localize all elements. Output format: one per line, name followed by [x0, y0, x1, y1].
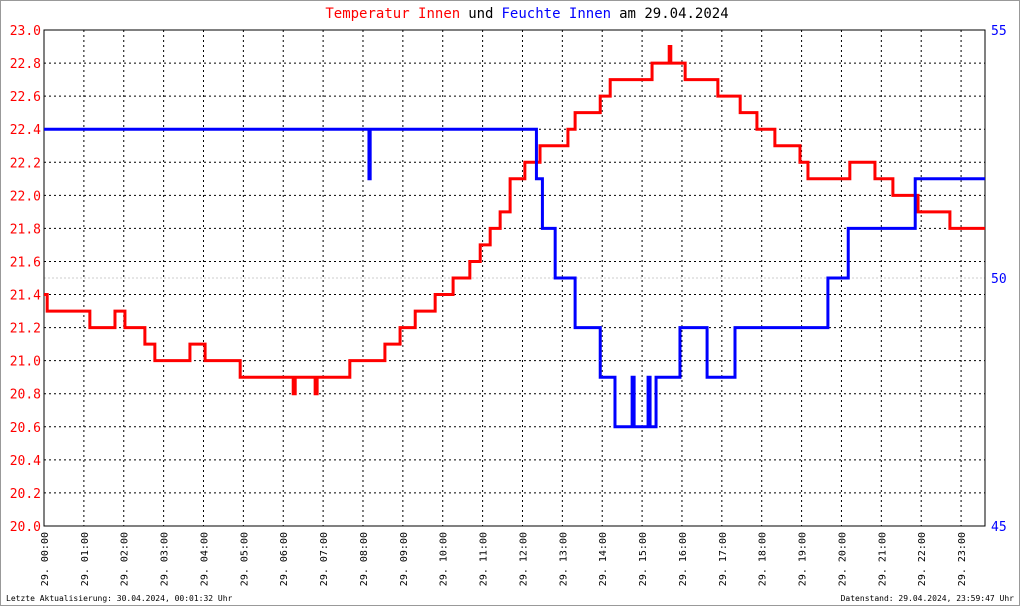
- y-tick-label: 23.0: [10, 24, 41, 39]
- x-tick-label: 29. 00:00: [40, 532, 51, 586]
- y-tick-label: 22.8: [10, 57, 41, 72]
- y2-tick-label: 50: [991, 272, 1007, 287]
- y-tick-label: 20.4: [10, 454, 41, 469]
- y-tick-label: 21.6: [10, 255, 41, 270]
- x-tick-label: 29. 20:00: [837, 532, 848, 586]
- y-tick-label: 20.8: [10, 388, 41, 403]
- y-tick-label: 21.8: [10, 222, 41, 237]
- x-tick-label: 29. 11:00: [479, 532, 490, 586]
- x-tick-label: 29. 02:00: [120, 532, 131, 586]
- chart-title: Temperatur Innen und Feuchte Innen am 29.04…: [325, 6, 728, 22]
- y-tick-label: 22.2: [10, 156, 41, 171]
- x-tick-label: 29. 23:00: [957, 532, 968, 586]
- y-tick-label: 20.2: [10, 487, 41, 502]
- x-tick-label: 29. 05:00: [239, 532, 250, 586]
- x-tick-label: 29. 17:00: [718, 532, 729, 586]
- x-tick-label: 29. 10:00: [439, 532, 450, 586]
- title-part: Temperatur Innen: [325, 6, 460, 22]
- y-tick-label: 22.6: [10, 90, 41, 105]
- x-tick-label: 29. 22:00: [917, 532, 928, 586]
- y-tick-label: 22.4: [10, 123, 41, 138]
- x-tick-label: 29. 21:00: [877, 532, 888, 586]
- footer-right: Datenstand: 29.04.2024, 23:59:47 Uhr: [841, 594, 1015, 603]
- footer-left: Letzte Aktualisierung: 30.04.2024, 00:01…: [6, 594, 233, 603]
- x-tick-label: 29. 07:00: [319, 532, 330, 586]
- title-part: und: [468, 6, 493, 22]
- series-line: [44, 127, 985, 429]
- x-tick-label: 29. 08:00: [359, 532, 370, 586]
- x-tick-label: 29. 15:00: [638, 532, 649, 586]
- y-tick-label: 21.2: [10, 322, 41, 337]
- title-part: Feuchte Innen: [502, 6, 612, 22]
- series-line: [44, 45, 985, 396]
- x-tick-label: 29. 03:00: [160, 532, 171, 586]
- title-part: am 29.04.2024: [619, 6, 729, 22]
- plot-frame: [43, 29, 986, 527]
- x-tick-label: 29. 04:00: [199, 532, 210, 586]
- y-tick-label: 22.0: [10, 189, 41, 204]
- x-tick-label: 29. 12:00: [518, 532, 529, 586]
- x-tick-label: 29. 13:00: [558, 532, 569, 586]
- x-tick-label: 29. 14:00: [598, 532, 609, 586]
- y2-tick-label: 55: [991, 24, 1007, 39]
- y-tick-label: 20.6: [10, 421, 41, 436]
- y-tick-label: 21.4: [10, 289, 41, 304]
- y-tick-label: 20.0: [10, 520, 41, 535]
- x-tick-label: 29. 06:00: [279, 532, 290, 586]
- y-tick-label: 21.0: [10, 355, 41, 370]
- x-tick-label: 29. 01:00: [80, 532, 91, 586]
- x-tick-label: 29. 19:00: [798, 532, 809, 586]
- y2-tick-label: 45: [991, 520, 1007, 535]
- x-tick-label: 29. 16:00: [678, 532, 689, 586]
- x-tick-label: 29. 09:00: [399, 532, 410, 586]
- x-tick-label: 29. 18:00: [758, 532, 769, 586]
